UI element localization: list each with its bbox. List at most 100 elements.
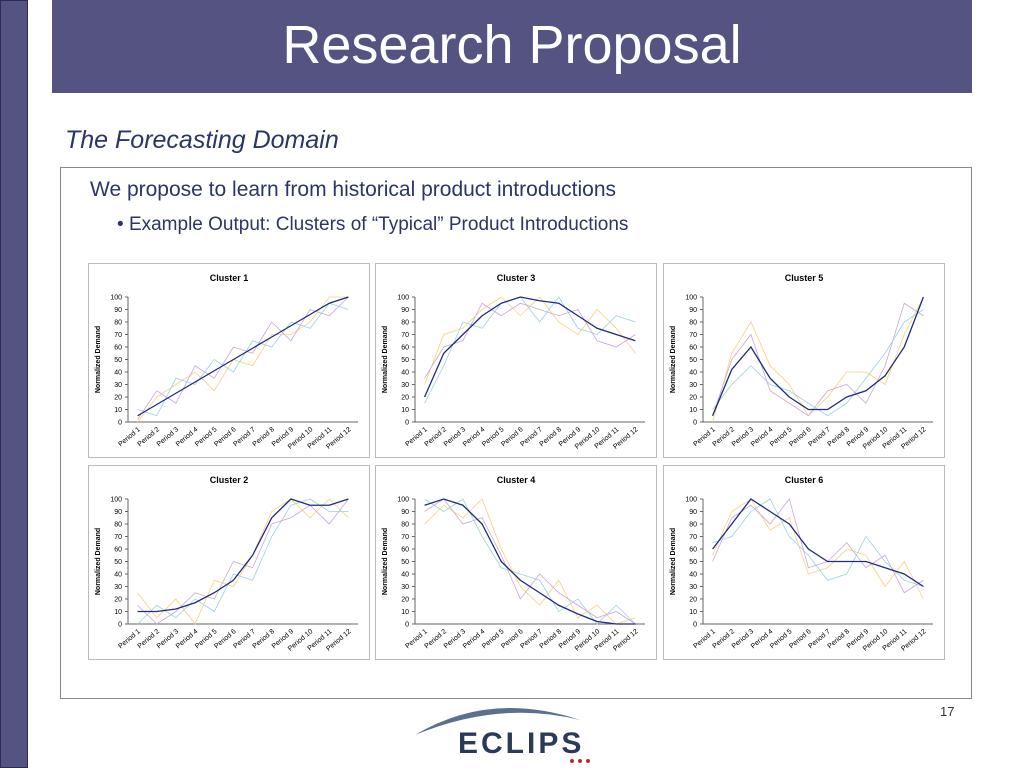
chart-title: Cluster 3	[497, 273, 536, 283]
series-line	[137, 296, 349, 420]
y-tick-label: 50	[689, 357, 697, 364]
y-tick-label: 30	[689, 584, 697, 591]
series-line	[137, 498, 349, 625]
y-axis-label: Normalized Demand	[670, 326, 677, 393]
series-line	[712, 498, 924, 600]
y-tick-label: 100	[397, 295, 409, 302]
chart-frame	[375, 465, 657, 660]
series-line	[424, 498, 636, 625]
chart: Cluster 1 Normalized Demand 0 10 20 30 40 50 60 7…	[88, 263, 370, 458]
series-line	[137, 302, 349, 417]
y-tick-label: 90	[689, 307, 697, 314]
y-tick-label: 80	[401, 522, 409, 529]
series-line	[424, 296, 636, 404]
bullet-text: Example Output: Clusters of “Typical” Pr…	[128, 214, 629, 235]
series-line	[137, 498, 349, 625]
y-tick-label: 0	[693, 622, 697, 629]
page-number: 17	[940, 704, 955, 719]
series-line	[137, 296, 349, 423]
series-line	[423, 296, 636, 398]
y-axis-label: Normalized Demand	[95, 528, 102, 595]
y-tick-label: 30	[401, 382, 409, 389]
series-line	[137, 498, 349, 613]
chart-title: Cluster 6	[785, 475, 824, 485]
series-line	[712, 498, 924, 588]
y-tick-label: 90	[689, 509, 697, 516]
chart: Cluster 4 Normalized Demand 0 10 20 30 40 50 60 7…	[375, 465, 657, 660]
chart: Cluster 5 Normalized Demand 0 10 20 30 40 50 60 7…	[663, 263, 945, 458]
y-tick-label: 60	[689, 547, 697, 554]
y-tick-label: 10	[689, 609, 697, 616]
chart-title: Cluster 4	[497, 475, 536, 485]
y-tick-label: 70	[689, 534, 697, 541]
side-strip	[0, 0, 28, 768]
y-tick-label: 60	[114, 345, 122, 352]
y-tick-label: 0	[118, 622, 122, 629]
y-tick-label: 60	[114, 547, 122, 554]
y-tick-label: 20	[114, 395, 122, 402]
y-tick-label: 80	[114, 522, 122, 529]
y-tick-label: 0	[405, 622, 409, 629]
y-tick-label: 70	[401, 332, 409, 339]
y-tick-label: 10	[689, 407, 697, 414]
subtitle: The Forecasting Domain	[65, 126, 339, 154]
y-tick-label: 80	[114, 320, 122, 327]
y-axis-label: Normalized Demand	[382, 326, 389, 393]
chart-title: Cluster 5	[785, 273, 824, 283]
logo-dot	[578, 759, 582, 763]
y-tick-label: 30	[114, 382, 122, 389]
y-tick-label: 100	[685, 497, 697, 504]
y-tick-label: 60	[401, 345, 409, 352]
y-tick-label: 30	[114, 584, 122, 591]
y-tick-label: 70	[114, 332, 122, 339]
y-tick-label: 40	[401, 370, 409, 377]
y-tick-label: 50	[401, 357, 409, 364]
y-tick-label: 40	[689, 572, 697, 579]
bullet: • Example Output: Clusters of “Typical” …	[117, 214, 629, 235]
logo-text: ECLIPS	[458, 727, 584, 760]
series-line	[712, 302, 924, 417]
y-tick-label: 70	[401, 534, 409, 541]
y-tick-label: 60	[689, 345, 697, 352]
logo: ECLIPS	[415, 708, 590, 763]
y-tick-label: 70	[689, 332, 697, 339]
y-tick-label: 100	[110, 497, 122, 504]
series-line	[712, 498, 924, 587]
slide-title: Research Proposal	[282, 15, 742, 75]
chart-frame	[88, 465, 370, 660]
y-tick-label: 80	[689, 522, 697, 529]
y-tick-label: 40	[689, 370, 697, 377]
chart: Cluster 3 Normalized Demand 0 10 20 30 40 50 60 7…	[375, 263, 657, 458]
y-tick-label: 60	[401, 547, 409, 554]
chart-frame	[663, 465, 945, 660]
chart: Cluster 6 Normalized Demand 0 10 20 30 40 50 60 7…	[663, 465, 945, 660]
chart: Cluster 2 Normalized Demand 0 10 20 30 40 50 60 7…	[88, 465, 370, 660]
content-box	[60, 167, 972, 699]
y-tick-label: 30	[401, 584, 409, 591]
series-line	[424, 498, 636, 625]
y-tick-label: 10	[114, 407, 122, 414]
series-line	[424, 302, 636, 379]
logo-dot	[570, 759, 574, 763]
y-tick-label: 40	[401, 572, 409, 579]
y-tick-label: 10	[114, 609, 122, 616]
y-axis-label: Normalized Demand	[670, 528, 677, 595]
y-tick-label: 80	[401, 320, 409, 327]
y-tick-label: 50	[689, 559, 697, 566]
logo-swoosh	[415, 708, 580, 735]
y-tick-label: 50	[114, 559, 122, 566]
logo-dot	[586, 759, 590, 763]
series-line	[711, 296, 925, 416]
y-axis-label: Normalized Demand	[382, 528, 389, 595]
y-tick-label: 70	[114, 534, 122, 541]
y-tick-label: 0	[405, 420, 409, 427]
title-banner	[52, 0, 972, 93]
y-tick-label: 50	[401, 559, 409, 566]
y-tick-label: 20	[114, 597, 122, 604]
y-tick-label: 40	[114, 370, 122, 377]
y-tick-label: 100	[110, 295, 122, 302]
chart-frame	[375, 263, 657, 458]
y-tick-label: 90	[114, 307, 122, 314]
y-tick-label: 20	[401, 597, 409, 604]
